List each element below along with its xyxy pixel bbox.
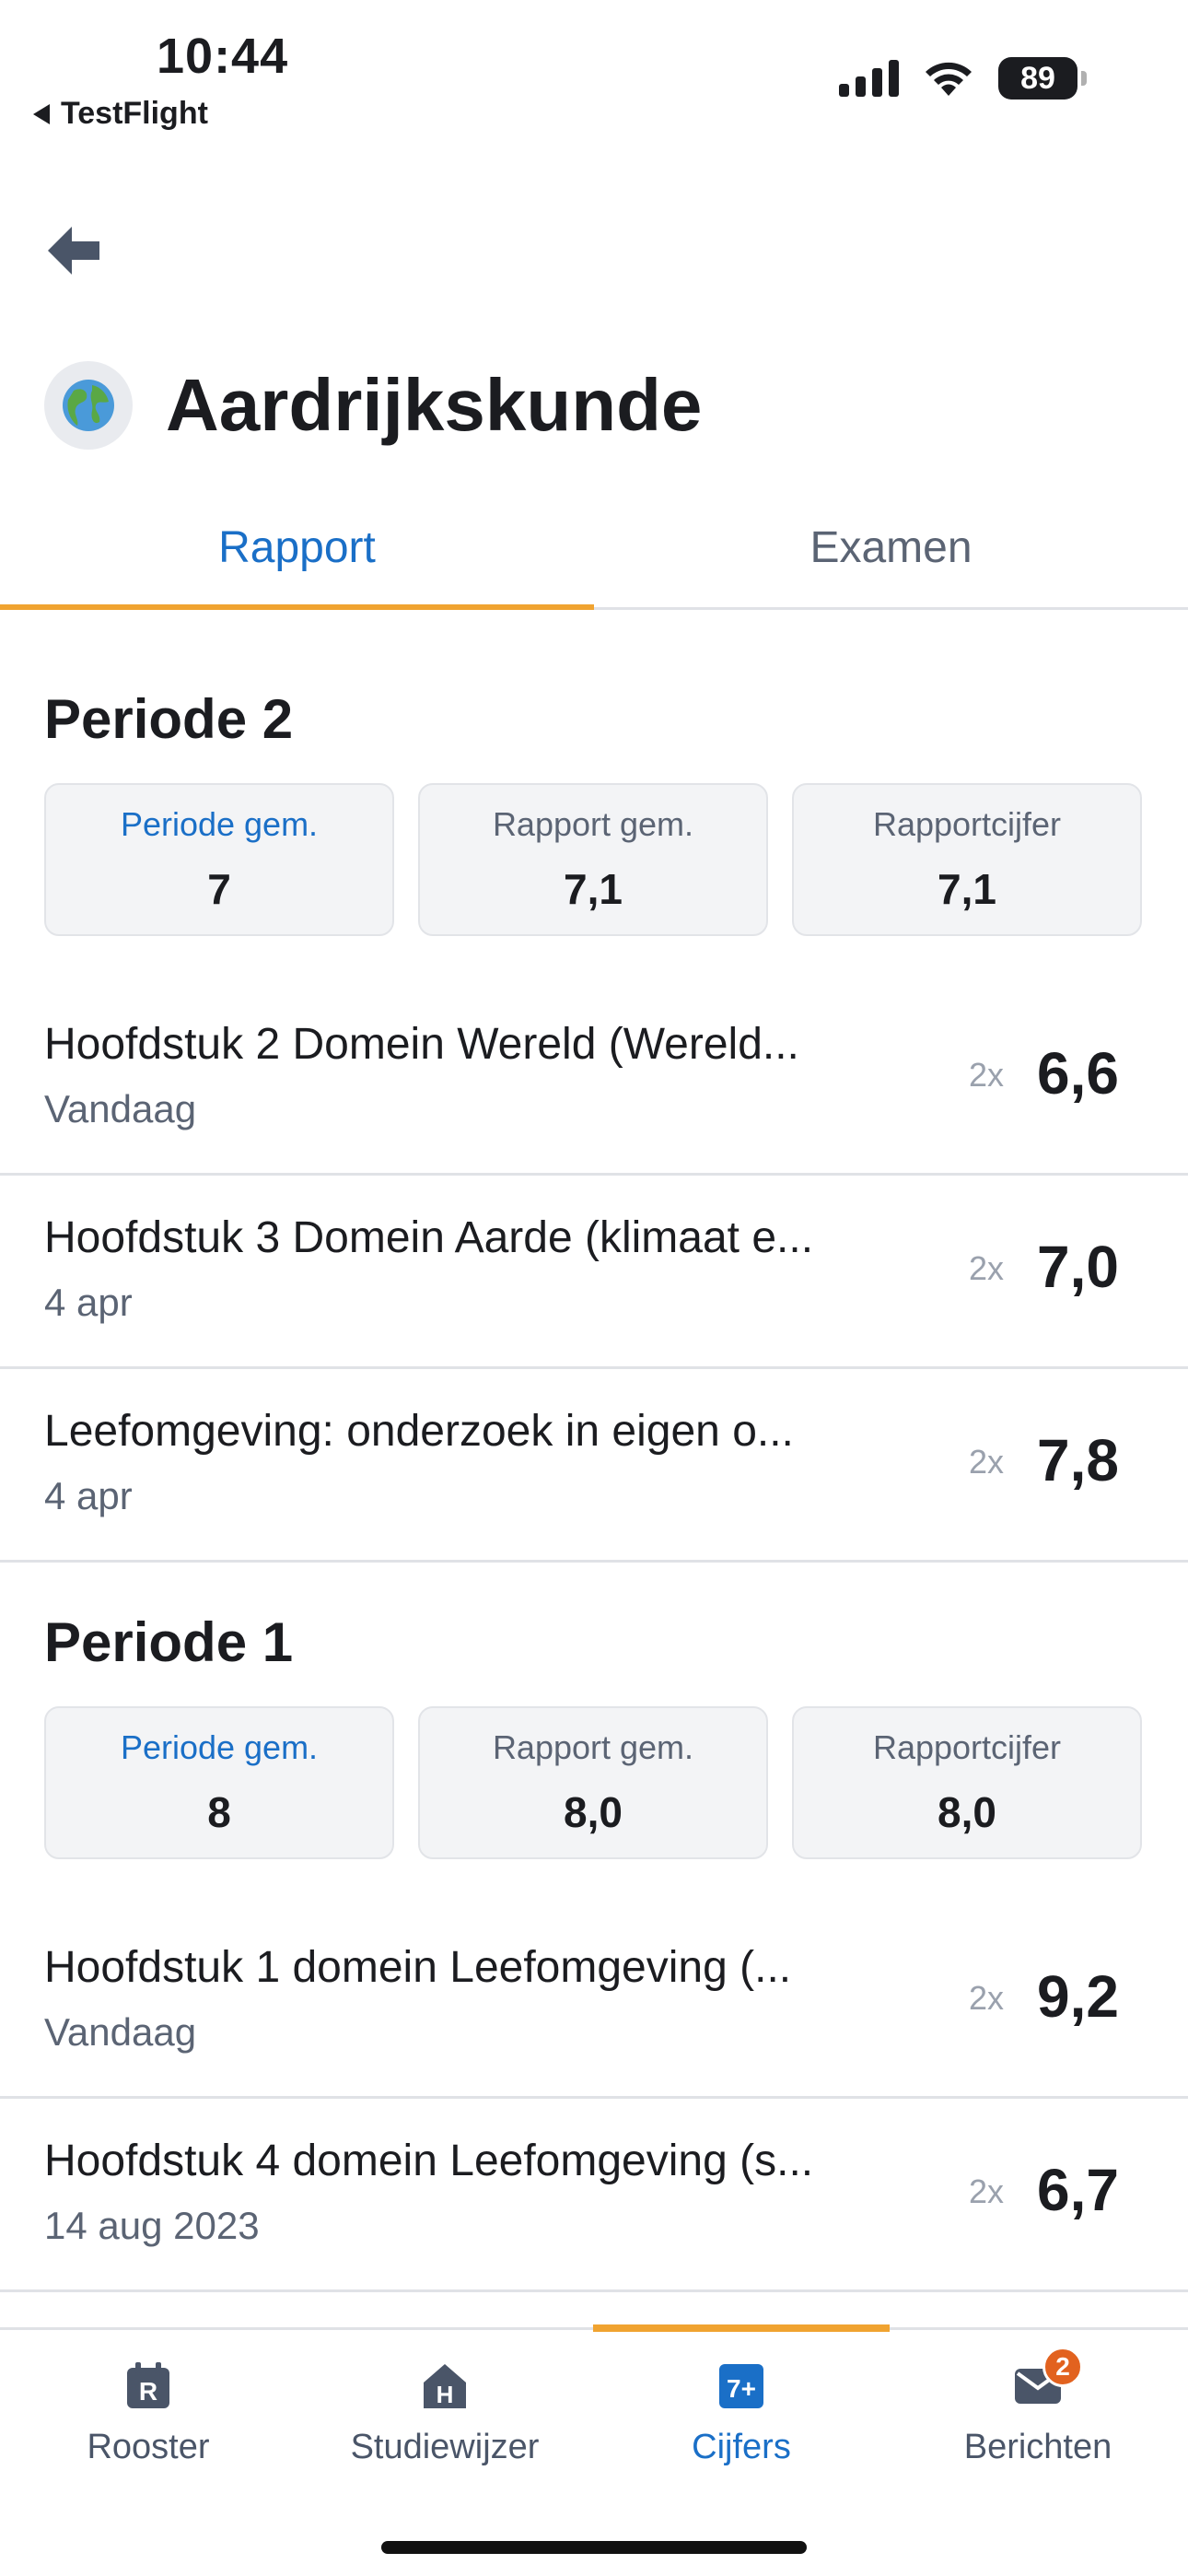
cijfers-icon: 7+ — [716, 2361, 766, 2411]
back-triangle-icon — [33, 103, 50, 124]
grade-date: 4 apr — [44, 1474, 133, 1517]
nav-label: Rooster — [87, 2428, 210, 2466]
battery-level: 89 — [998, 57, 1077, 100]
stat-label: Rapportcijfer — [872, 1728, 1062, 1766]
unread-badge: 2 — [1042, 2347, 1083, 2387]
stat-rapport-gem: Rapport gem. 7,1 — [418, 783, 768, 936]
stat-label: Periode gem. — [120, 1728, 319, 1766]
grade-value: 9,2 — [1037, 1963, 1119, 2030]
wifi-icon — [926, 62, 972, 96]
globe-icon — [44, 361, 133, 450]
grade-date: 4 apr — [44, 1281, 133, 1324]
grade-date: Vandaag — [44, 2010, 197, 2054]
stat-label: Rapport gem. — [492, 805, 694, 843]
tab-examen[interactable]: Examen — [809, 523, 973, 572]
stat-value: 7 — [207, 865, 231, 913]
nav-label: Berichten — [963, 2428, 1112, 2466]
grade-title: Hoofdstuk 1 domein Leefomgeving (... — [44, 1943, 792, 1992]
back-to-app-link[interactable]: TestFlight — [33, 96, 208, 132]
stat-value: 7,1 — [564, 865, 623, 913]
grade-weight: 2x — [969, 2172, 1005, 2210]
stat-periode-gem: Periode gem. 7 — [44, 783, 394, 936]
grade-row[interactable]: Hoofdstuk 3 Domein Aarde (klimaat e... 4… — [0, 1176, 1188, 1369]
back-app-label: TestFlight — [61, 96, 208, 131]
grade-row[interactable]: Hoofdstuk 1 domein Leefomgeving (... Van… — [0, 1905, 1188, 2099]
period-stats: Periode gem. 8 Rapport gem. 8,0 Rapportc… — [44, 1706, 1142, 1859]
grade-value: 7,8 — [1037, 1427, 1119, 1493]
grade-weight: 2x — [969, 1056, 1005, 1094]
grade-row[interactable]: Hoofdstuk 2 Domein Wereld (Wereld... Van… — [0, 982, 1188, 1176]
grade-weight: 2x — [969, 1443, 1005, 1481]
envelope-icon: 2 — [1013, 2347, 1083, 2411]
home-indicator[interactable] — [381, 2541, 807, 2554]
svg-text:7+: 7+ — [727, 2374, 756, 2403]
grade-title: Hoofdstuk 2 Domein Wereld (Wereld... — [44, 1020, 799, 1069]
tab-rapport[interactable]: Rapport — [0, 488, 594, 610]
grade-weight: 2x — [969, 1979, 1005, 2017]
period-title: Periode 2 — [44, 688, 294, 750]
studiewijzer-icon: H — [420, 2361, 470, 2411]
nav-item-berichten[interactable]: 2 Berichten — [890, 2330, 1186, 2496]
grade-title: Hoofdstuk 4 domein Leefomgeving (s... — [44, 2137, 814, 2185]
grade-weight: 2x — [969, 1249, 1005, 1287]
stat-value: 8,0 — [564, 1788, 623, 1836]
grade-date: Vandaag — [44, 1087, 197, 1130]
grade-title: Hoofdstuk 3 Domein Aarde (klimaat e... — [44, 1213, 814, 1262]
page-title: Aardrijkskunde — [166, 364, 703, 446]
stat-label: Rapportcijfer — [872, 805, 1062, 843]
grade-title: Leefomgeving: onderzoek in eigen o... — [44, 1407, 794, 1456]
stat-value: 7,1 — [938, 865, 996, 913]
stat-value: 8,0 — [938, 1788, 996, 1836]
battery-icon: 89 — [998, 57, 1087, 100]
tab-bar: Rapport Examen — [0, 488, 1188, 610]
grade-value: 6,7 — [1037, 2157, 1119, 2223]
stat-rapport-gem: Rapport gem. 8,0 — [418, 1706, 768, 1859]
nav-item-rooster[interactable]: R Rooster — [0, 2330, 297, 2496]
bottom-navigation: R Rooster H Studiewijzer 7+ Cijfers — [0, 2324, 1188, 2576]
nav-label: Cijfers — [692, 2428, 791, 2466]
grade-value: 7,0 — [1037, 1234, 1119, 1300]
rooster-icon: R — [123, 2361, 173, 2411]
period-stats: Periode gem. 7 Rapport gem. 7,1 Rapportc… — [44, 783, 1142, 936]
nav-label: Studiewijzer — [350, 2428, 540, 2466]
svg-text:H: H — [437, 2381, 454, 2408]
grade-row[interactable]: Hoofdstuk 4 domein Leefomgeving (s... 14… — [0, 2099, 1188, 2292]
stat-label: Rapport gem. — [492, 1728, 694, 1766]
nav-item-studiewijzer[interactable]: H Studiewijzer — [297, 2330, 593, 2496]
stat-value: 8 — [207, 1788, 231, 1836]
grade-row[interactable]: Leefomgeving: onderzoek in eigen o... 4 … — [0, 1369, 1188, 1563]
grade-value: 6,6 — [1037, 1040, 1119, 1107]
arrow-left-icon[interactable] — [41, 217, 107, 284]
status-time: 10:44 — [157, 29, 289, 84]
nav-item-cijfers[interactable]: 7+ Cijfers — [593, 2324, 890, 2496]
svg-text:R: R — [139, 2377, 157, 2406]
stat-rapportcijfer: Rapportcijfer 8,0 — [792, 1706, 1142, 1859]
stat-label: Periode gem. — [120, 805, 319, 843]
stat-rapportcijfer: Rapportcijfer 7,1 — [792, 783, 1142, 936]
status-indicators: 89 — [839, 57, 1087, 100]
period-title: Periode 1 — [44, 1611, 294, 1673]
stat-periode-gem: Periode gem. 8 — [44, 1706, 394, 1859]
cellular-signal-icon — [839, 60, 899, 97]
grade-date: 14 aug 2023 — [44, 2204, 260, 2247]
